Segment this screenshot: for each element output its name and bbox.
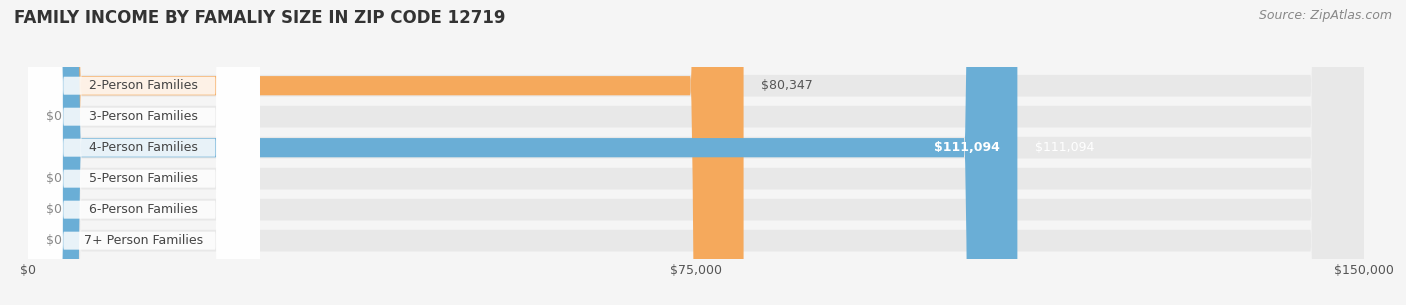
FancyBboxPatch shape	[20, 0, 260, 305]
FancyBboxPatch shape	[20, 0, 260, 305]
FancyBboxPatch shape	[10, 0, 1382, 305]
Text: 7+ Person Families: 7+ Person Families	[84, 234, 204, 247]
Text: $0: $0	[46, 110, 62, 123]
FancyBboxPatch shape	[10, 0, 1382, 305]
FancyBboxPatch shape	[10, 0, 1382, 305]
FancyBboxPatch shape	[10, 0, 1382, 305]
FancyBboxPatch shape	[20, 0, 260, 305]
Text: 5-Person Families: 5-Person Families	[90, 172, 198, 185]
Text: $111,094: $111,094	[1035, 141, 1094, 154]
FancyBboxPatch shape	[20, 0, 260, 305]
Text: $80,347: $80,347	[762, 79, 813, 92]
FancyBboxPatch shape	[28, 0, 744, 305]
Text: $0: $0	[46, 203, 62, 216]
FancyBboxPatch shape	[10, 0, 1382, 305]
FancyBboxPatch shape	[20, 0, 260, 305]
Text: 6-Person Families: 6-Person Families	[90, 203, 198, 216]
Text: $0: $0	[46, 234, 62, 247]
Text: Source: ZipAtlas.com: Source: ZipAtlas.com	[1258, 9, 1392, 22]
Text: $111,094: $111,094	[934, 141, 1000, 154]
FancyBboxPatch shape	[28, 0, 1018, 305]
Text: 3-Person Families: 3-Person Families	[90, 110, 198, 123]
Text: FAMILY INCOME BY FAMALIY SIZE IN ZIP CODE 12719: FAMILY INCOME BY FAMALIY SIZE IN ZIP COD…	[14, 9, 506, 27]
FancyBboxPatch shape	[10, 0, 1382, 305]
Text: 4-Person Families: 4-Person Families	[90, 141, 198, 154]
FancyBboxPatch shape	[20, 0, 260, 305]
Text: $0: $0	[46, 172, 62, 185]
Text: 2-Person Families: 2-Person Families	[90, 79, 198, 92]
